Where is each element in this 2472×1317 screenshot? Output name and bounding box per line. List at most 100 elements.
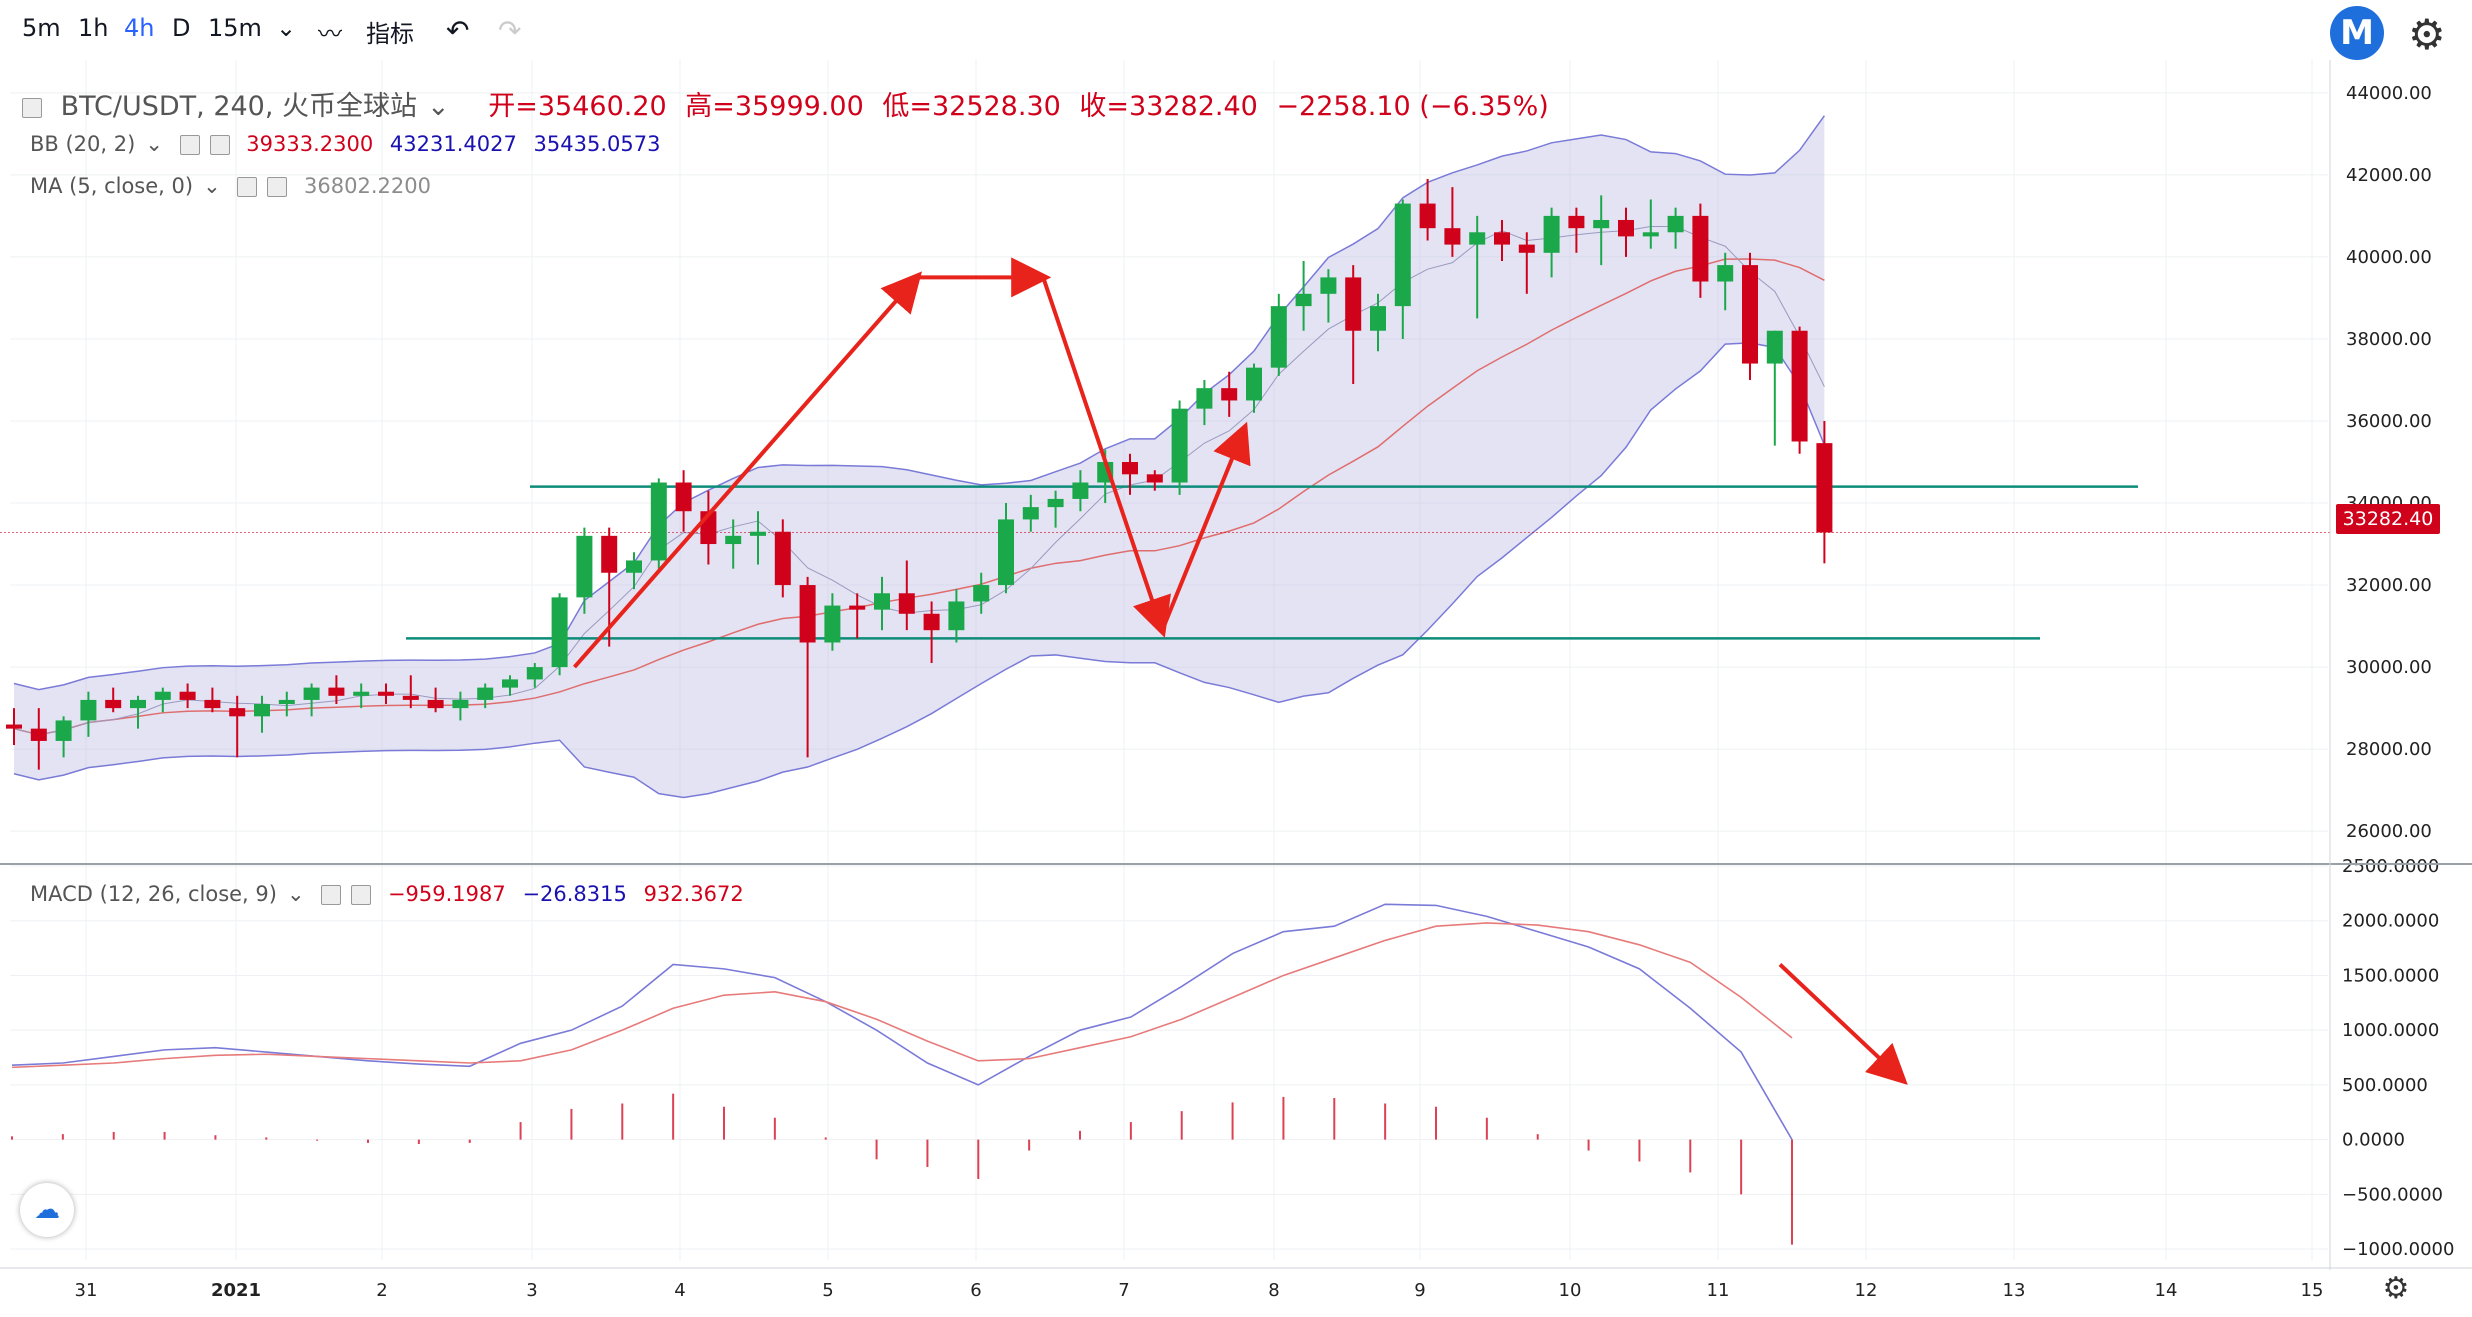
price-tick-label: 38000.00	[2346, 329, 2432, 350]
time-tick-label: 5	[822, 1280, 833, 1301]
candle-body	[874, 593, 890, 610]
open-value: 开=35460.20	[488, 91, 667, 122]
macd-value-2: −26.8315	[522, 882, 627, 906]
uptrend-arrow	[572, 271, 922, 669]
bb-band-fill	[14, 115, 1825, 798]
indicators-icon[interactable]: 〰	[318, 20, 342, 48]
remove-icon[interactable]	[267, 177, 288, 197]
candle-body	[898, 593, 915, 614]
candle-body	[1791, 330, 1808, 442]
time-tick-label: 31	[75, 1280, 98, 1301]
candle-body	[1246, 367, 1262, 401]
candle-body	[378, 691, 394, 696]
candle-body	[1370, 306, 1386, 331]
price-tick-label: 36000.00	[2346, 411, 2432, 432]
remove-icon[interactable]	[209, 135, 230, 155]
visibility-icon[interactable]	[237, 177, 258, 197]
redo-icon[interactable]: ↷	[498, 14, 522, 47]
candle-body	[1394, 203, 1411, 307]
price-tick-label: 30000.00	[2346, 657, 2432, 678]
candle-body	[303, 687, 320, 700]
candle-body	[55, 720, 72, 741]
time-tick-label: 14	[2155, 1280, 2178, 1301]
time-tick-label: 13	[2003, 1280, 2026, 1301]
macd-dea-line	[11, 922, 1793, 1069]
collapse-icon[interactable]	[22, 97, 42, 118]
candle-body	[1543, 215, 1560, 253]
time-tick-label: 12	[1855, 1280, 1878, 1301]
candle-body	[1642, 232, 1659, 237]
indicators-button[interactable]: 指标	[366, 20, 414, 48]
price-tick-label: 44000.00	[2346, 83, 2432, 104]
interval-5m-button[interactable]: 5m	[22, 14, 61, 42]
candle-body	[1444, 228, 1461, 245]
visibility-icon[interactable]	[179, 135, 200, 155]
time-tick-label: 7	[1118, 1280, 1129, 1301]
downtrend-arrow	[1041, 276, 1171, 638]
candle-body	[1171, 408, 1188, 483]
interval-d-button[interactable]: D	[172, 14, 191, 42]
ma-name[interactable]: MA (5, close, 0)	[30, 174, 194, 198]
macd-tick-label: 500.0000	[2342, 1075, 2428, 1096]
undo-icon[interactable]: ↶	[446, 14, 470, 47]
macd-pane	[11, 903, 1793, 1245]
price-tick-label: 32000.00	[2346, 575, 2432, 596]
candle-body	[1518, 244, 1535, 253]
bollinger-bands	[13, 115, 1826, 799]
remove-icon[interactable]	[351, 885, 372, 905]
candle-body	[1122, 462, 1138, 475]
candle-body	[105, 699, 122, 709]
macd-name[interactable]: MACD (12, 26, close, 9)	[30, 882, 277, 906]
candle-body	[1419, 203, 1436, 229]
macd-tick-label: 0.0000	[2342, 1130, 2405, 1151]
bb-value-3: 35435.0573	[533, 132, 661, 156]
time-tick-label: 3	[526, 1280, 537, 1301]
time-tick-label: 10	[1559, 1280, 1582, 1301]
symbol-legend: BTC/USDT, 240, 火币全球站 ⌄ 开=35460.20 高=35999…	[22, 84, 1559, 123]
candle-body	[1742, 265, 1758, 364]
candle-body	[551, 597, 568, 668]
candle-body	[328, 687, 345, 696]
macd-down-arrow	[1778, 963, 1908, 1085]
macd-tick-label: 2000.0000	[2342, 911, 2439, 932]
candle-body	[1320, 277, 1337, 294]
candle-body	[452, 699, 469, 709]
interval-4h-button[interactable]: 4h	[124, 14, 155, 42]
bb-upper-line	[13, 115, 1826, 691]
time-tick-label: 4	[674, 1280, 685, 1301]
candle-body	[1196, 388, 1213, 409]
candle-body	[1047, 498, 1064, 508]
bb-lower-line	[13, 342, 1826, 799]
interval-15m-button[interactable]: 15m	[208, 14, 262, 42]
macd-value-1: −959.1987	[387, 882, 506, 906]
symbol-title[interactable]: BTC/USDT, 240, 火币全球站	[60, 91, 418, 122]
time-tick-label: 9	[1414, 1280, 1425, 1301]
candle-body	[1568, 215, 1585, 229]
low-value: 低=32528.30	[882, 91, 1061, 122]
candle-body	[948, 601, 965, 631]
bb-name[interactable]: BB (20, 2)	[30, 132, 136, 156]
candle-body	[179, 691, 196, 700]
candle-body	[526, 667, 543, 680]
ma5-line	[13, 226, 1825, 736]
m-logo-icon[interactable]: M	[2330, 6, 2384, 60]
annotation-arrows	[572, 257, 1908, 1085]
candle-body	[1146, 474, 1163, 483]
time-tick-label: 2021	[211, 1280, 261, 1301]
interval-1h-button[interactable]: 1h	[78, 14, 109, 42]
candle-body	[254, 704, 270, 717]
candle-body	[824, 605, 841, 643]
rebound-arrow	[1160, 421, 1251, 631]
candle-body	[849, 605, 866, 610]
time-tick-label: 15	[2301, 1280, 2324, 1301]
interval-dropdown-icon[interactable]: ⌄	[276, 14, 297, 42]
visibility-icon[interactable]	[321, 885, 342, 905]
candle-body	[675, 482, 692, 512]
support-resistance-lines	[0, 485, 2330, 640]
settings-gear-icon[interactable]: ⚙	[2408, 10, 2446, 59]
time-tick-label: 6	[970, 1280, 981, 1301]
tradingview-logo-icon[interactable]: ☁	[20, 1183, 74, 1237]
candle-body	[1494, 232, 1510, 245]
candle-body	[650, 482, 667, 561]
